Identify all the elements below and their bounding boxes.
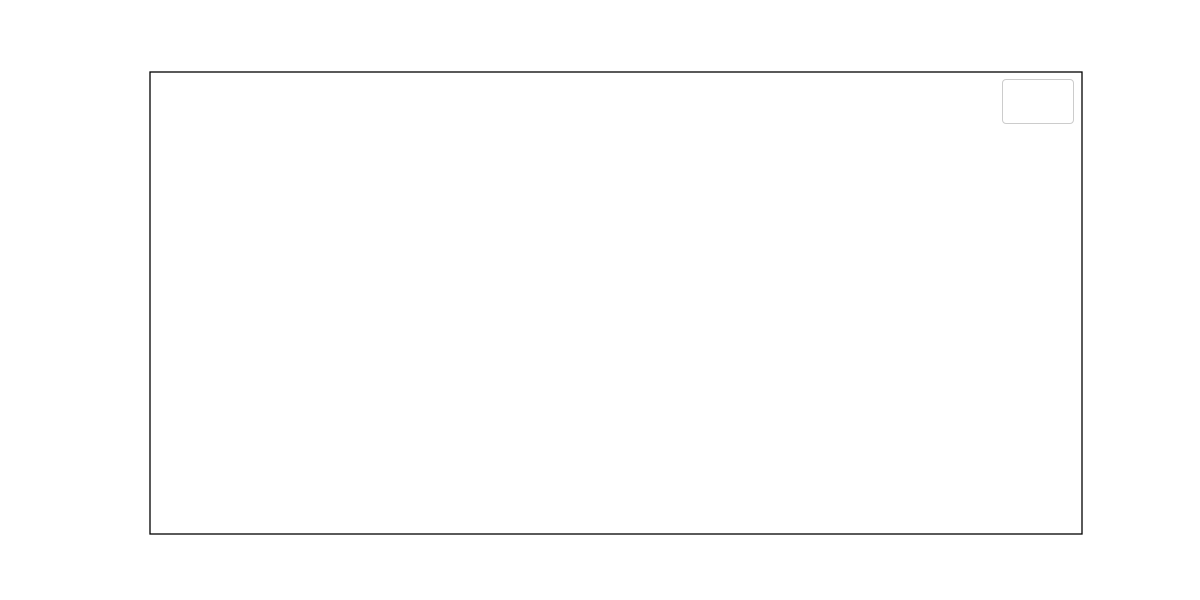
legend <box>1002 79 1074 124</box>
legend-item-yy <box>1012 104 1064 118</box>
legend-swatch-xx <box>1012 87 1039 97</box>
plot-frame <box>149 71 1083 535</box>
legend-swatch-yy <box>1012 106 1039 116</box>
legend-item-xx <box>1012 85 1064 99</box>
